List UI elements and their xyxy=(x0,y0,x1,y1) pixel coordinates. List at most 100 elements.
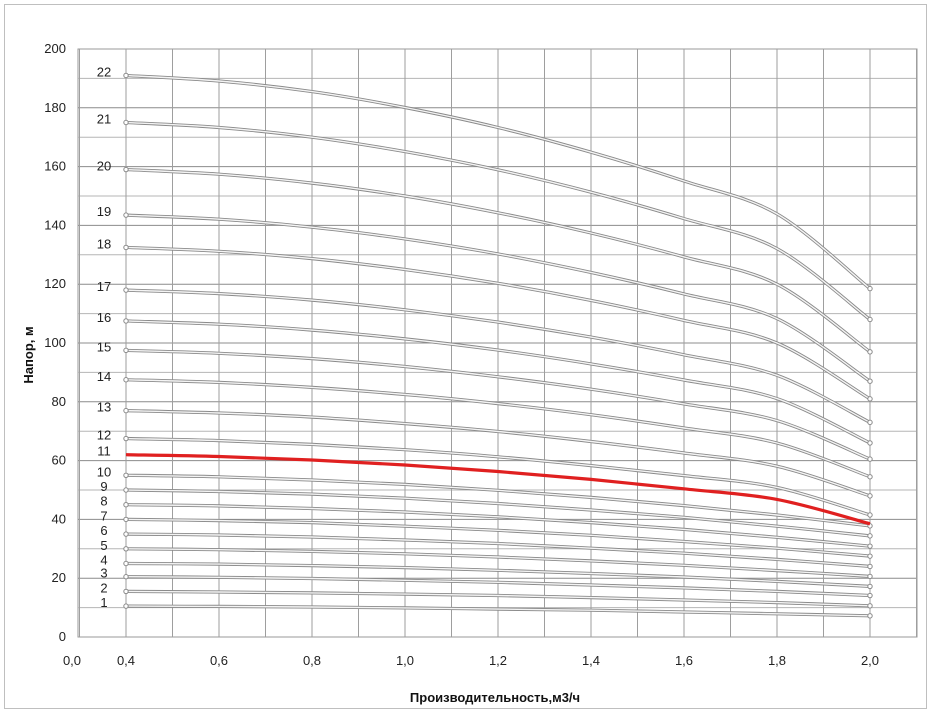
curve-stage-16-end-point xyxy=(867,440,873,446)
x-tick-label: 1,6 xyxy=(675,653,693,668)
x-tick-label: 1,8 xyxy=(768,653,786,668)
curve-stage-19-start-point xyxy=(123,212,129,218)
curve-stage-3-end-point xyxy=(867,592,873,599)
x-tick-label: 1,0 xyxy=(396,653,414,668)
curve-stage-20-end-point xyxy=(867,349,873,355)
curve-stage-8-start-point xyxy=(123,502,129,508)
curve-stage-19 xyxy=(125,214,871,382)
curve-stage-14 xyxy=(125,379,871,478)
curve-stage-9 xyxy=(125,489,871,537)
curve-stage-22-start-point xyxy=(123,72,129,79)
curve-stage-1-start-point xyxy=(123,603,129,609)
curve-stage-6 xyxy=(125,533,871,568)
curve-stage-6-start-point xyxy=(123,531,129,537)
curve-stage-7 xyxy=(125,518,871,557)
curve-label-16: 16 xyxy=(97,310,111,325)
curve-label-13: 13 xyxy=(97,400,111,415)
curve-stage-14-end-point xyxy=(867,474,873,480)
curve-stage-13 xyxy=(125,409,871,497)
curve-stage-19-end-point xyxy=(867,378,873,384)
curve-stage-13-start-point xyxy=(123,407,129,414)
curve-stage-14-start-point xyxy=(123,377,129,383)
curve-stage-18-start-point xyxy=(123,244,129,251)
curve-stage-21-end-point xyxy=(867,316,873,323)
curve-stage-8 xyxy=(125,504,871,547)
curve-label-21: 21 xyxy=(97,112,111,127)
grid xyxy=(77,48,918,638)
curve-stage-12 xyxy=(125,437,871,516)
x-axis-title: Производительность,м3/ч xyxy=(410,690,580,705)
curve-stage-16-start-point xyxy=(123,318,129,324)
curve-stage-21 xyxy=(125,121,871,321)
curve-stage-4-start-point xyxy=(123,560,129,567)
x-tick-label: 0,8 xyxy=(303,653,321,668)
curve-stage-2-end-point xyxy=(867,603,873,609)
curve-stage-16 xyxy=(125,320,871,444)
y-tick-label: 160 xyxy=(44,159,66,174)
curve-label-22: 22 xyxy=(97,64,111,79)
curves xyxy=(123,72,873,619)
curve-label-12: 12 xyxy=(97,428,111,443)
y-tick-label: 100 xyxy=(44,335,66,350)
curve-stage-15-start-point xyxy=(123,347,129,354)
y-tick-label: 140 xyxy=(44,217,66,232)
curve-label-4: 4 xyxy=(100,553,107,568)
curve-label-10: 10 xyxy=(97,464,111,479)
curve-stage-20-start-point xyxy=(123,166,129,173)
curve-label-19: 19 xyxy=(97,204,111,219)
curve-stage-22-end-point xyxy=(867,285,873,292)
curve-stage-6-end-point xyxy=(867,563,873,570)
curve-stage-12-start-point xyxy=(123,435,129,442)
curve-stage-3-start-point xyxy=(123,574,129,580)
curve-label-8: 8 xyxy=(100,494,107,509)
curve-stage-1-end-point xyxy=(867,613,873,619)
x-tick-label: 2,0 xyxy=(861,653,879,668)
curve-stage-15-end-point xyxy=(867,456,873,462)
curve-stage-5-end-point xyxy=(867,573,873,580)
curve-stage-17-start-point xyxy=(123,287,129,293)
y-tick-label: 40 xyxy=(52,511,66,526)
curve-stage-2-start-point xyxy=(123,588,129,595)
curve-stage-20 xyxy=(125,168,871,353)
curve-label-6: 6 xyxy=(100,523,107,538)
y-tick-label: 80 xyxy=(52,394,66,409)
x-tick-label: 0,6 xyxy=(210,653,228,668)
y-axis-title: Напор, м xyxy=(21,326,36,383)
x-tick-label: 1,4 xyxy=(582,653,600,668)
y-tick-label: 60 xyxy=(52,453,66,468)
curve-stage-13-end-point xyxy=(867,493,873,499)
curve-stage-10 xyxy=(125,474,871,527)
curve-label-18: 18 xyxy=(97,236,111,251)
curve-stage-15 xyxy=(125,349,871,460)
curve-stage-7-end-point xyxy=(867,553,873,559)
curve-label-7: 7 xyxy=(100,508,107,523)
x-tick-label: 0,0 xyxy=(63,653,81,668)
curve-label-20: 20 xyxy=(97,159,111,174)
curve-stage-7-start-point xyxy=(123,516,129,523)
curve-stage-18-end-point xyxy=(867,396,873,402)
curve-stage-12-end-point xyxy=(867,512,873,518)
y-tick-label: 20 xyxy=(52,570,66,585)
curve-stage-5 xyxy=(125,548,871,578)
y-tick-label: 120 xyxy=(44,276,66,291)
curve-stage-18 xyxy=(125,246,871,400)
curve-label-14: 14 xyxy=(97,369,111,384)
curve-stage-3 xyxy=(125,576,871,597)
curve-stage-11-highlighted xyxy=(125,453,871,526)
curve-stage-17 xyxy=(125,289,871,424)
x-tick-label: 0,4 xyxy=(117,653,135,668)
curve-stage-4-end-point xyxy=(867,583,873,590)
curve-label-5: 5 xyxy=(100,538,107,553)
y-tick-label: 180 xyxy=(44,100,66,115)
y-axis-ticks: 0 20 40 60 80 100 120 140 160 180 200 xyxy=(44,41,66,644)
curve-stage-22 xyxy=(125,74,871,290)
x-tick-label: 1,2 xyxy=(489,653,507,668)
curve-stage-2 xyxy=(125,590,871,607)
y-tick-label: 200 xyxy=(44,41,66,56)
curve-stage-4 xyxy=(125,562,871,588)
curve-stage-17-end-point xyxy=(867,419,873,426)
curve-stage-1 xyxy=(125,605,871,617)
curve-label-2: 2 xyxy=(100,580,107,595)
y-tick-label: 0 xyxy=(59,629,66,644)
